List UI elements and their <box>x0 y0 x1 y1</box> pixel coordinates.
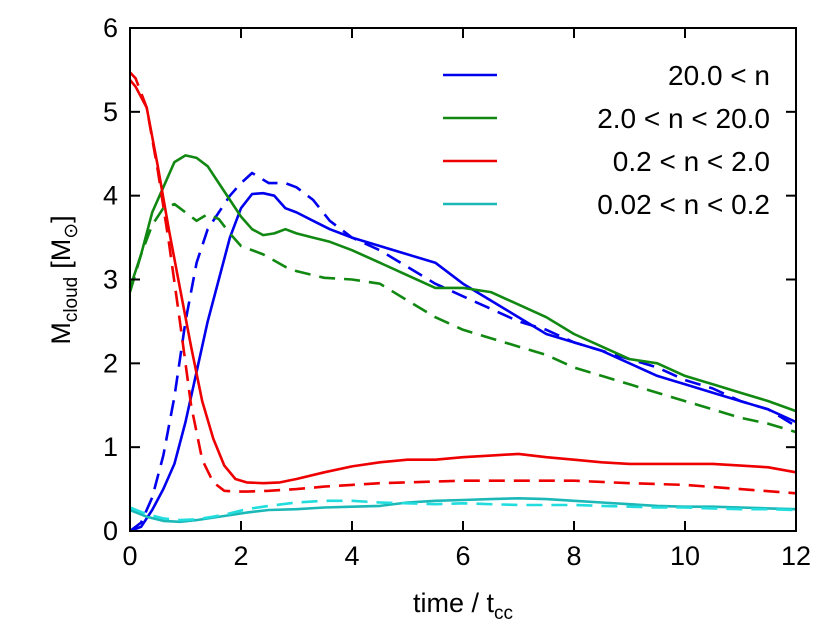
x-tick-label: 2 <box>233 541 248 571</box>
y-axis-label-unit: [M <box>46 239 76 269</box>
series-line-3-dashed <box>128 202 797 434</box>
series-line-2-solid <box>128 154 797 413</box>
y-tick-label: 3 <box>103 265 118 295</box>
x-tick-label: 0 <box>122 541 137 571</box>
x-tick-label: 8 <box>566 541 581 571</box>
legend: 20.0 < n 2.0 < n < 20.0 0.2 < n < 2.0 0.02 … <box>443 60 770 220</box>
x-axis-label: time / tcc <box>413 588 513 623</box>
series-line-0-solid <box>129 191 797 533</box>
y-tick-label: 0 <box>103 516 118 546</box>
y-tick-label: 1 <box>103 432 118 462</box>
series-line-1-dashed <box>129 171 797 533</box>
series-line-6-solid <box>129 497 797 524</box>
y-axis-label-main: M <box>46 322 76 345</box>
y-tick-label: 2 <box>103 348 118 378</box>
x-tick-label: 12 <box>781 541 811 571</box>
x-axis-label-main: time / t <box>413 588 495 618</box>
y-axis-label: Mcloud [M⊙] <box>46 215 82 344</box>
legend-label: 0.02 < n < 0.2 <box>597 189 770 220</box>
legend-label: 20.0 < n <box>668 60 770 91</box>
series-line-4-solid <box>129 79 797 485</box>
legend-label: 2.0 < n < 20.0 <box>597 103 770 134</box>
series-line-5-dashed <box>129 71 797 495</box>
x-tick-label: 4 <box>344 541 359 571</box>
legend-label: 0.2 < n < 2.0 <box>613 146 770 177</box>
y-tick-label: 6 <box>103 13 118 43</box>
y-axis-label-unit-close: ] <box>46 215 76 223</box>
x-tick-label: 6 <box>455 541 470 571</box>
y-tick-label: 5 <box>103 97 118 127</box>
axis-ticks <box>129 27 797 532</box>
x-tick-label: 10 <box>670 541 700 571</box>
series-line-7-dashed <box>129 499 797 522</box>
plot-lines <box>128 71 797 533</box>
y-tick-label: 4 <box>103 181 118 211</box>
y-axis-label-sub: cloud <box>61 277 82 322</box>
y-axis-label-unit-symbol: ⊙ <box>61 223 82 239</box>
x-axis-label-sub: cc <box>494 603 513 623</box>
